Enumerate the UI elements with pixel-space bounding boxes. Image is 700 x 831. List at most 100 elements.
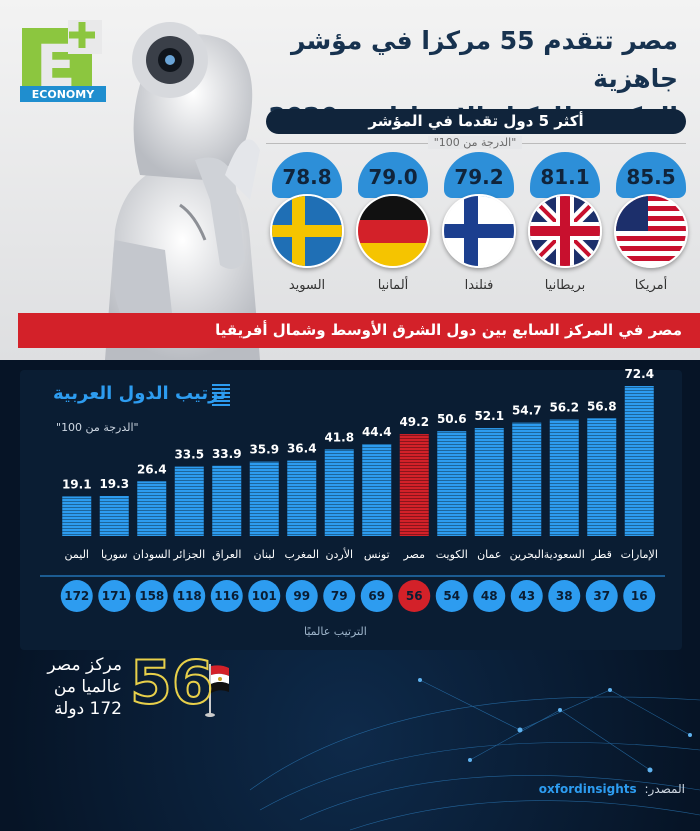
world-rank-value: 56 <box>406 589 423 603</box>
bar-category-label: لبنان <box>254 548 275 561</box>
world-rank-value: 16 <box>631 589 648 603</box>
bar-value-label: 36.4 <box>287 442 317 456</box>
usa-flag-icon <box>614 194 688 268</box>
top5-item: 78.8 السويد <box>264 152 350 293</box>
network-decoration <box>249 678 700 831</box>
top5-item: 81.1 بريطانيا <box>522 152 608 293</box>
world-rank-value: 99 <box>293 589 310 603</box>
bar-category-label: البحرين <box>510 548 544 561</box>
bar-value-label: 56.2 <box>549 401 579 415</box>
bar-category-label: تونس <box>364 548 390 561</box>
germany-flag-icon <box>356 194 430 268</box>
world-rank-circle <box>623 580 656 612</box>
source-line: المصدر: oxfordinsights <box>440 782 685 796</box>
world-rank-circle <box>398 580 431 612</box>
world-rank-circle <box>510 580 543 612</box>
brand-logo: E ECONOMY <box>18 20 108 108</box>
top5-score: 79.2 <box>444 152 514 198</box>
world-rank-value: 38 <box>556 589 573 603</box>
bar-stripes <box>437 431 467 536</box>
bar-value-label: 49.2 <box>399 415 429 429</box>
top5-score: 81.1 <box>530 152 600 198</box>
top5-country: فنلندا <box>464 278 494 293</box>
bar-category-label: سوريا <box>101 548 128 561</box>
bar-value-label: 52.1 <box>474 409 504 423</box>
sweden-flag-icon <box>270 194 344 268</box>
bar-value-label: 35.9 <box>249 443 279 457</box>
top5-countries: 85.5 أمريكا 81.1 بريطانيا 79.2 فنلندا 79.0 ألما… <box>256 152 696 312</box>
world-rank-value: 79 <box>331 589 348 603</box>
bar-category-label: المغرب <box>285 548 320 561</box>
mena-banner: مصر في المركز السابع بين دول الشرق الأوس… <box>18 313 700 348</box>
world-rank-circle <box>248 580 281 612</box>
top5-score: 85.5 <box>616 152 686 198</box>
world-rank-circle <box>173 580 206 612</box>
uk-flag-icon <box>528 194 602 268</box>
finland-flag-icon <box>442 194 516 268</box>
bar-value-label: 33.5 <box>174 448 204 462</box>
egypt-text-1: مركز مصر <box>47 655 122 675</box>
world-rank-value: 172 <box>64 589 89 603</box>
top5-item: 79.0 ألمانيا <box>350 152 436 293</box>
egypt-rank-number: 56 <box>129 647 214 719</box>
world-rank-circle <box>473 580 506 612</box>
world-rank-circle <box>98 580 131 612</box>
world-rank-label: الترتيب عالميًا <box>304 625 367 638</box>
world-rank-circle <box>435 580 468 612</box>
bar-category-label: السعودية <box>544 548 585 561</box>
world-rank-value: 37 <box>593 589 610 603</box>
bar-category-label: الإمارات <box>621 548 658 561</box>
bar-stripes <box>549 419 579 536</box>
bar-stripes <box>362 444 392 536</box>
world-rank-circle <box>60 580 93 612</box>
top5-score: 79.0 <box>358 152 428 198</box>
top5-item: 79.2 فنلندا <box>436 152 522 293</box>
world-rank-value: 158 <box>139 589 164 603</box>
world-rank-value: 118 <box>177 589 202 603</box>
egypt-rank-text: مركز مصر عالميا من 172 دولة <box>22 654 122 720</box>
world-rank-value: 54 <box>443 589 460 603</box>
bar-stripes <box>62 496 92 536</box>
top5-country: أمريكا <box>634 278 668 293</box>
bar-stripes <box>99 496 129 536</box>
bar-category-label: السودان <box>133 548 171 561</box>
world-rank-value: 116 <box>214 589 239 603</box>
bar-stripes <box>399 434 429 536</box>
bar-value-label: 72.4 <box>624 367 654 381</box>
bar-value-label: 33.9 <box>212 447 242 461</box>
robot-illustration <box>105 22 260 360</box>
bar-category-label: الكويت <box>436 548 468 561</box>
world-rank-value: 69 <box>368 589 385 603</box>
bar-stripes <box>174 466 204 536</box>
bar-category-label: الجزائر <box>172 548 205 561</box>
bar-category-label: اليمن <box>65 548 89 561</box>
top5-country: ألمانيا <box>377 278 409 293</box>
bar-stripes <box>624 386 654 536</box>
world-rank-circle <box>548 580 581 612</box>
world-rank-circle <box>360 580 393 612</box>
bar-category-label: الأردن <box>325 547 353 561</box>
bar-category-label: قطر <box>591 548 612 561</box>
bar-category-label: العراق <box>212 548 241 561</box>
bar-value-label: 19.3 <box>99 477 129 491</box>
egypt-text-2: عالميا من <box>53 677 122 697</box>
bar-stripes <box>137 481 167 536</box>
bar-stripes <box>512 422 542 536</box>
world-rank-circle <box>285 580 318 612</box>
chart-subtitle: "الدرجة من 100" <box>56 421 139 434</box>
chart-title: ترتيب الدول العربية <box>53 383 227 404</box>
world-rank-value: 43 <box>518 589 535 603</box>
top5-country: السويد <box>288 278 326 293</box>
bar-value-label: 41.8 <box>324 430 354 444</box>
bar-value-label: 26.4 <box>137 462 167 476</box>
world-rank-value: 171 <box>102 589 127 603</box>
bar-stripes <box>474 428 504 536</box>
bar-stripes <box>287 460 317 536</box>
egypt-text-3: 172 دولة <box>54 699 122 719</box>
title-stripes <box>212 384 230 406</box>
bar-stripes <box>212 465 242 536</box>
arab-ranking-chart: 72.4 الإمارات 16 56.8 قطر 37 56.2 السعودية 38 54.… <box>40 367 665 612</box>
bar-stripes <box>249 461 279 536</box>
bar-value-label: 19.1 <box>62 477 92 491</box>
